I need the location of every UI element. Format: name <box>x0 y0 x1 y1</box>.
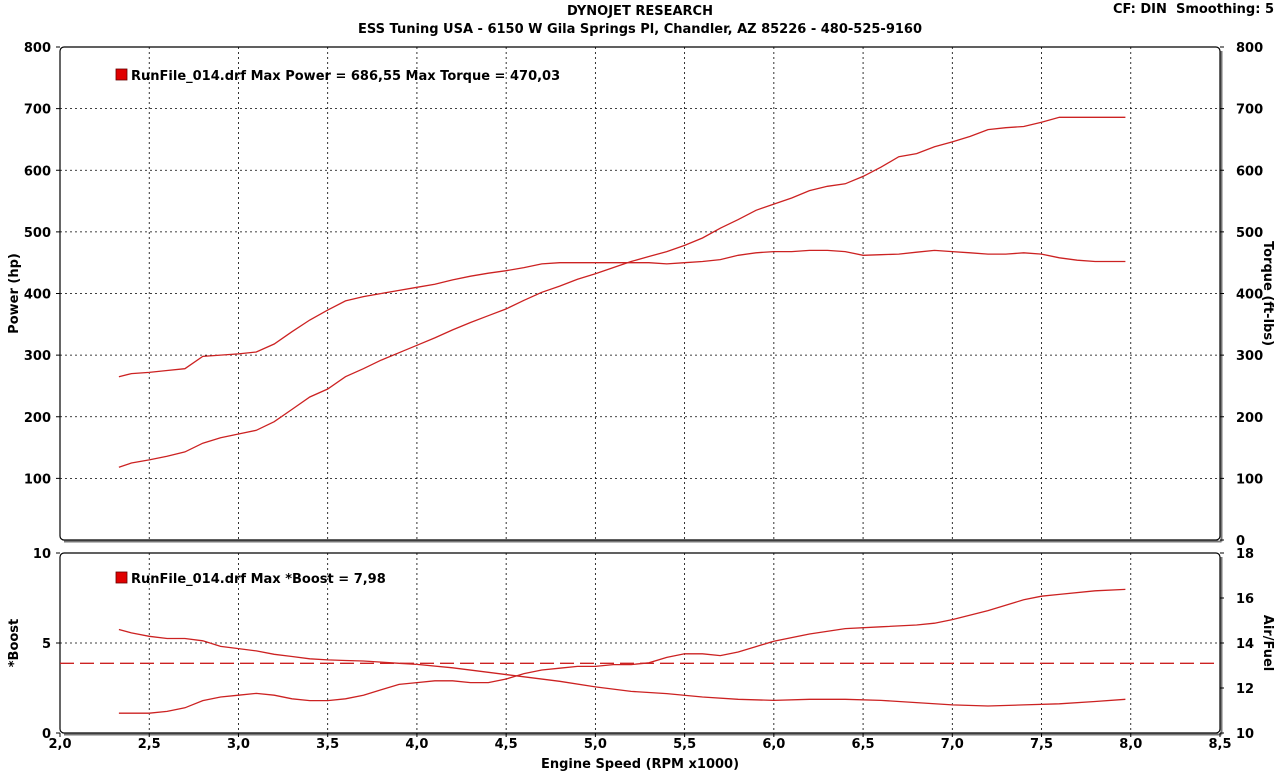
x-tick-label: 2,5 <box>138 737 161 752</box>
x-tick-label: 7,0 <box>941 737 964 752</box>
y-tick-label: 500 <box>24 226 51 241</box>
y2-tick-label: 12 <box>1236 682 1254 697</box>
x-tick-label: 3,0 <box>227 737 250 752</box>
y2-tick-label: 16 <box>1236 592 1254 607</box>
y2-tick-label: 800 <box>1236 41 1263 56</box>
y2-tick-label: 600 <box>1236 164 1263 179</box>
y2-axis-label: Torque (ft-lbs) <box>1260 241 1275 346</box>
x-axis-label: Engine Speed (RPM x1000) <box>541 757 739 771</box>
x-tick-label: 6,0 <box>762 737 785 752</box>
y-tick-label: 400 <box>24 288 51 303</box>
y2-tick-label: 18 <box>1236 547 1254 562</box>
smoothing-label: Smoothing: 5 <box>1175 2 1274 17</box>
cf-label: CF: DIN <box>1112 2 1167 17</box>
y2-tick-label: 200 <box>1236 411 1263 426</box>
chart-title: DYNOJET RESEARCH <box>567 4 713 19</box>
y2-tick-label: 10 <box>1236 727 1254 742</box>
x-tick-label: 3,5 <box>316 737 339 752</box>
y-tick-label: 800 <box>24 41 51 56</box>
y-axis-label: Power (hp) <box>7 253 22 334</box>
y2-tick-label: 700 <box>1236 103 1263 118</box>
x-tick-label: 7,5 <box>1030 737 1053 752</box>
x-tick-label: 5,5 <box>673 737 696 752</box>
y2-tick-label: 300 <box>1236 349 1263 364</box>
chart-panel-power-torque: 100 200 300 400 500 600 700 800 0 100 200 300 400 500… <box>7 41 1275 549</box>
y2-tick-label: 0 <box>1236 534 1245 549</box>
series-line-boost <box>118 588 1126 714</box>
x-tick-label: 8,0 <box>1119 737 1142 752</box>
series-line-air-fuel <box>118 628 1126 707</box>
y-tick-label: 700 <box>24 103 51 118</box>
chart-subtitle: ESS Tuning USA - 6150 W Gila Springs Pl,… <box>357 22 923 37</box>
x-tick-label: 4,0 <box>405 737 428 752</box>
chart-panel-boost-afr: 0 5 10 10 12 14 16 18 *Boost Air/Fuel RunFile_014.… <box>7 547 1275 771</box>
y2-tick-label: 400 <box>1236 288 1263 303</box>
legend-text: RunFile_014.drf Max Power = 686,55 Max T… <box>131 69 560 84</box>
legend-swatch <box>115 571 128 584</box>
y2-tick-label: 500 <box>1236 226 1263 241</box>
x-tick-label: 2,0 <box>48 737 71 752</box>
x-tick-label: 8,5 <box>1208 737 1231 752</box>
y2-axis-label: Air/Fuel <box>1260 615 1275 671</box>
legend-text: RunFile_014.drf Max *Boost = 7,98 <box>131 572 386 587</box>
y-tick-label: 600 <box>24 164 51 179</box>
series-line-torque <box>118 249 1126 378</box>
y2-tick-label: 100 <box>1236 472 1263 487</box>
x-tick-label: 6,5 <box>852 737 875 752</box>
series-line-power <box>118 116 1126 468</box>
x-tick-label: 5,0 <box>584 737 607 752</box>
y2-tick-label: 14 <box>1236 637 1254 652</box>
legend-swatch <box>115 68 128 81</box>
y-axis-label: *Boost <box>7 619 22 668</box>
y-tick-label: 5 <box>42 637 51 652</box>
y-tick-label: 200 <box>24 411 51 426</box>
y-tick-label: 100 <box>24 472 51 487</box>
settings-readout: CF: DIN Smoothing: 5 <box>1113 2 1274 17</box>
y-tick-label: 0 <box>42 727 51 742</box>
x-tick-label: 4,5 <box>495 737 518 752</box>
y-tick-label: 300 <box>24 349 51 364</box>
y-tick-label: 10 <box>33 547 51 562</box>
